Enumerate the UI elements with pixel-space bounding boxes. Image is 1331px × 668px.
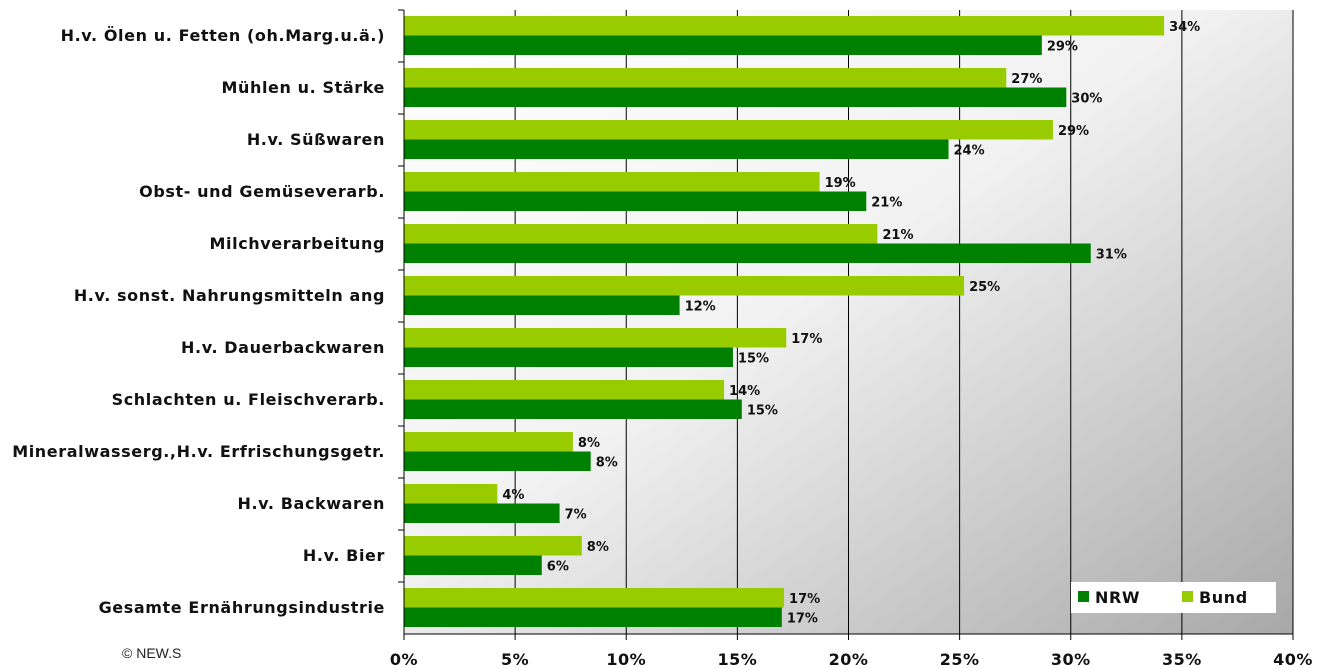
legend-label: Bund bbox=[1199, 588, 1248, 607]
value-label-bund: 21% bbox=[882, 228, 913, 243]
category-label: H.v. Süßwaren bbox=[247, 130, 385, 149]
category-label: H.v. Ölen u. Fetten (oh.Marg.u.ä.) bbox=[61, 26, 385, 45]
bars bbox=[404, 16, 1165, 627]
category-labels: H.v. Ölen u. Fetten (oh.Marg.u.ä.) Mühlen… bbox=[12, 26, 386, 617]
legend: NRW Bund bbox=[1071, 582, 1276, 613]
value-label-bund: 19% bbox=[825, 176, 856, 191]
category-label: H.v. Backwaren bbox=[238, 494, 385, 513]
x-tick-label: 25% bbox=[940, 650, 980, 668]
x-tick-label: 0% bbox=[390, 650, 418, 668]
bar-bund bbox=[404, 172, 820, 192]
bar-nrw bbox=[404, 347, 733, 367]
category-label: Milchverarbeitung bbox=[210, 234, 386, 253]
bar-bund bbox=[404, 276, 965, 296]
bar-bund bbox=[404, 68, 1007, 88]
category-label: H.v. sonst. Nahrungsmitteln ang bbox=[74, 286, 385, 305]
bar-nrw bbox=[404, 35, 1042, 55]
value-label-bund: 4% bbox=[502, 488, 524, 503]
bar-nrw bbox=[404, 555, 542, 575]
value-label-nrw: 6% bbox=[547, 560, 569, 575]
value-label-bund: 14% bbox=[729, 384, 760, 399]
bar-nrw bbox=[404, 243, 1091, 263]
value-label-bund: 17% bbox=[791, 332, 822, 347]
value-label-bund: 29% bbox=[1058, 124, 1089, 139]
x-tick-label: 30% bbox=[1051, 650, 1091, 668]
category-label: Obst- und Gemüseverarb. bbox=[139, 182, 385, 201]
bar-nrw bbox=[404, 503, 560, 523]
tick-labels: 0% 5% 10% 15% 20% 25% 30% 35% 40% bbox=[390, 650, 1313, 668]
legend-label: NRW bbox=[1095, 588, 1140, 607]
gridlines bbox=[514, 10, 1294, 634]
value-label-nrw: 24% bbox=[954, 144, 985, 159]
bar-bund bbox=[404, 536, 582, 556]
bar-nrw bbox=[404, 451, 591, 471]
value-label-bund: 8% bbox=[578, 436, 600, 451]
value-label-nrw: 15% bbox=[747, 404, 778, 419]
legend-box bbox=[1071, 582, 1276, 613]
bar-nrw bbox=[404, 87, 1067, 107]
value-label-bund: 27% bbox=[1011, 72, 1042, 87]
value-label-nrw: 30% bbox=[1071, 92, 1102, 107]
category-label: Mineralwasserg.,H.v. Erfrischungsgetr. bbox=[12, 442, 385, 461]
bar-bund bbox=[404, 120, 1053, 140]
category-label: H.v. Bier bbox=[303, 546, 385, 565]
value-label-nrw: 7% bbox=[565, 508, 587, 523]
value-label-nrw: 31% bbox=[1096, 248, 1127, 263]
x-tick-label: 35% bbox=[1162, 650, 1202, 668]
bar-nrw bbox=[404, 295, 680, 315]
category-label: Gesamte Ernährungsindustrie bbox=[99, 598, 385, 617]
bar-bund bbox=[404, 484, 498, 504]
value-labels: 34% 29% 27% 30% 29% 24% 19% 21% 21% 31% 25% 12% 17% 1… bbox=[502, 20, 1200, 627]
category-label: Schlachten u. Fleischverarb. bbox=[112, 390, 385, 409]
x-tick-label: 5% bbox=[501, 650, 529, 668]
value-label-nrw: 21% bbox=[871, 196, 902, 211]
category-label: H.v. Dauerbackwaren bbox=[181, 338, 385, 357]
category-label: Mühlen u. Stärke bbox=[221, 78, 385, 97]
x-tick-label: 10% bbox=[606, 650, 646, 668]
copyright-text: © NEW.S bbox=[122, 645, 182, 661]
bar-bund bbox=[404, 224, 878, 244]
x-tick-label: 20% bbox=[829, 650, 869, 668]
bar-bund bbox=[404, 380, 725, 400]
bar-nrw bbox=[404, 607, 782, 627]
x-tick-label: 40% bbox=[1273, 650, 1313, 668]
value-label-nrw: 17% bbox=[787, 612, 818, 627]
legend-swatch bbox=[1182, 591, 1193, 602]
value-label-nrw: 15% bbox=[738, 352, 769, 367]
bar-bund bbox=[404, 16, 1165, 36]
value-label-bund: 8% bbox=[587, 540, 609, 555]
bar-bund bbox=[404, 432, 573, 452]
axes bbox=[398, 9, 1294, 640]
bar-bund bbox=[404, 588, 785, 608]
value-label-bund: 17% bbox=[789, 592, 820, 607]
value-label-nrw: 8% bbox=[596, 456, 618, 471]
bar-nrw bbox=[404, 139, 949, 159]
value-label-bund: 34% bbox=[1169, 20, 1200, 35]
x-tick-label: 15% bbox=[717, 650, 757, 668]
value-label-nrw: 29% bbox=[1047, 40, 1078, 55]
value-label-nrw: 12% bbox=[685, 300, 716, 315]
value-label-bund: 25% bbox=[969, 280, 1000, 295]
bar-bund bbox=[404, 328, 787, 348]
bar-nrw bbox=[404, 191, 867, 211]
legend-swatch bbox=[1078, 591, 1089, 602]
bar-nrw bbox=[404, 399, 742, 419]
